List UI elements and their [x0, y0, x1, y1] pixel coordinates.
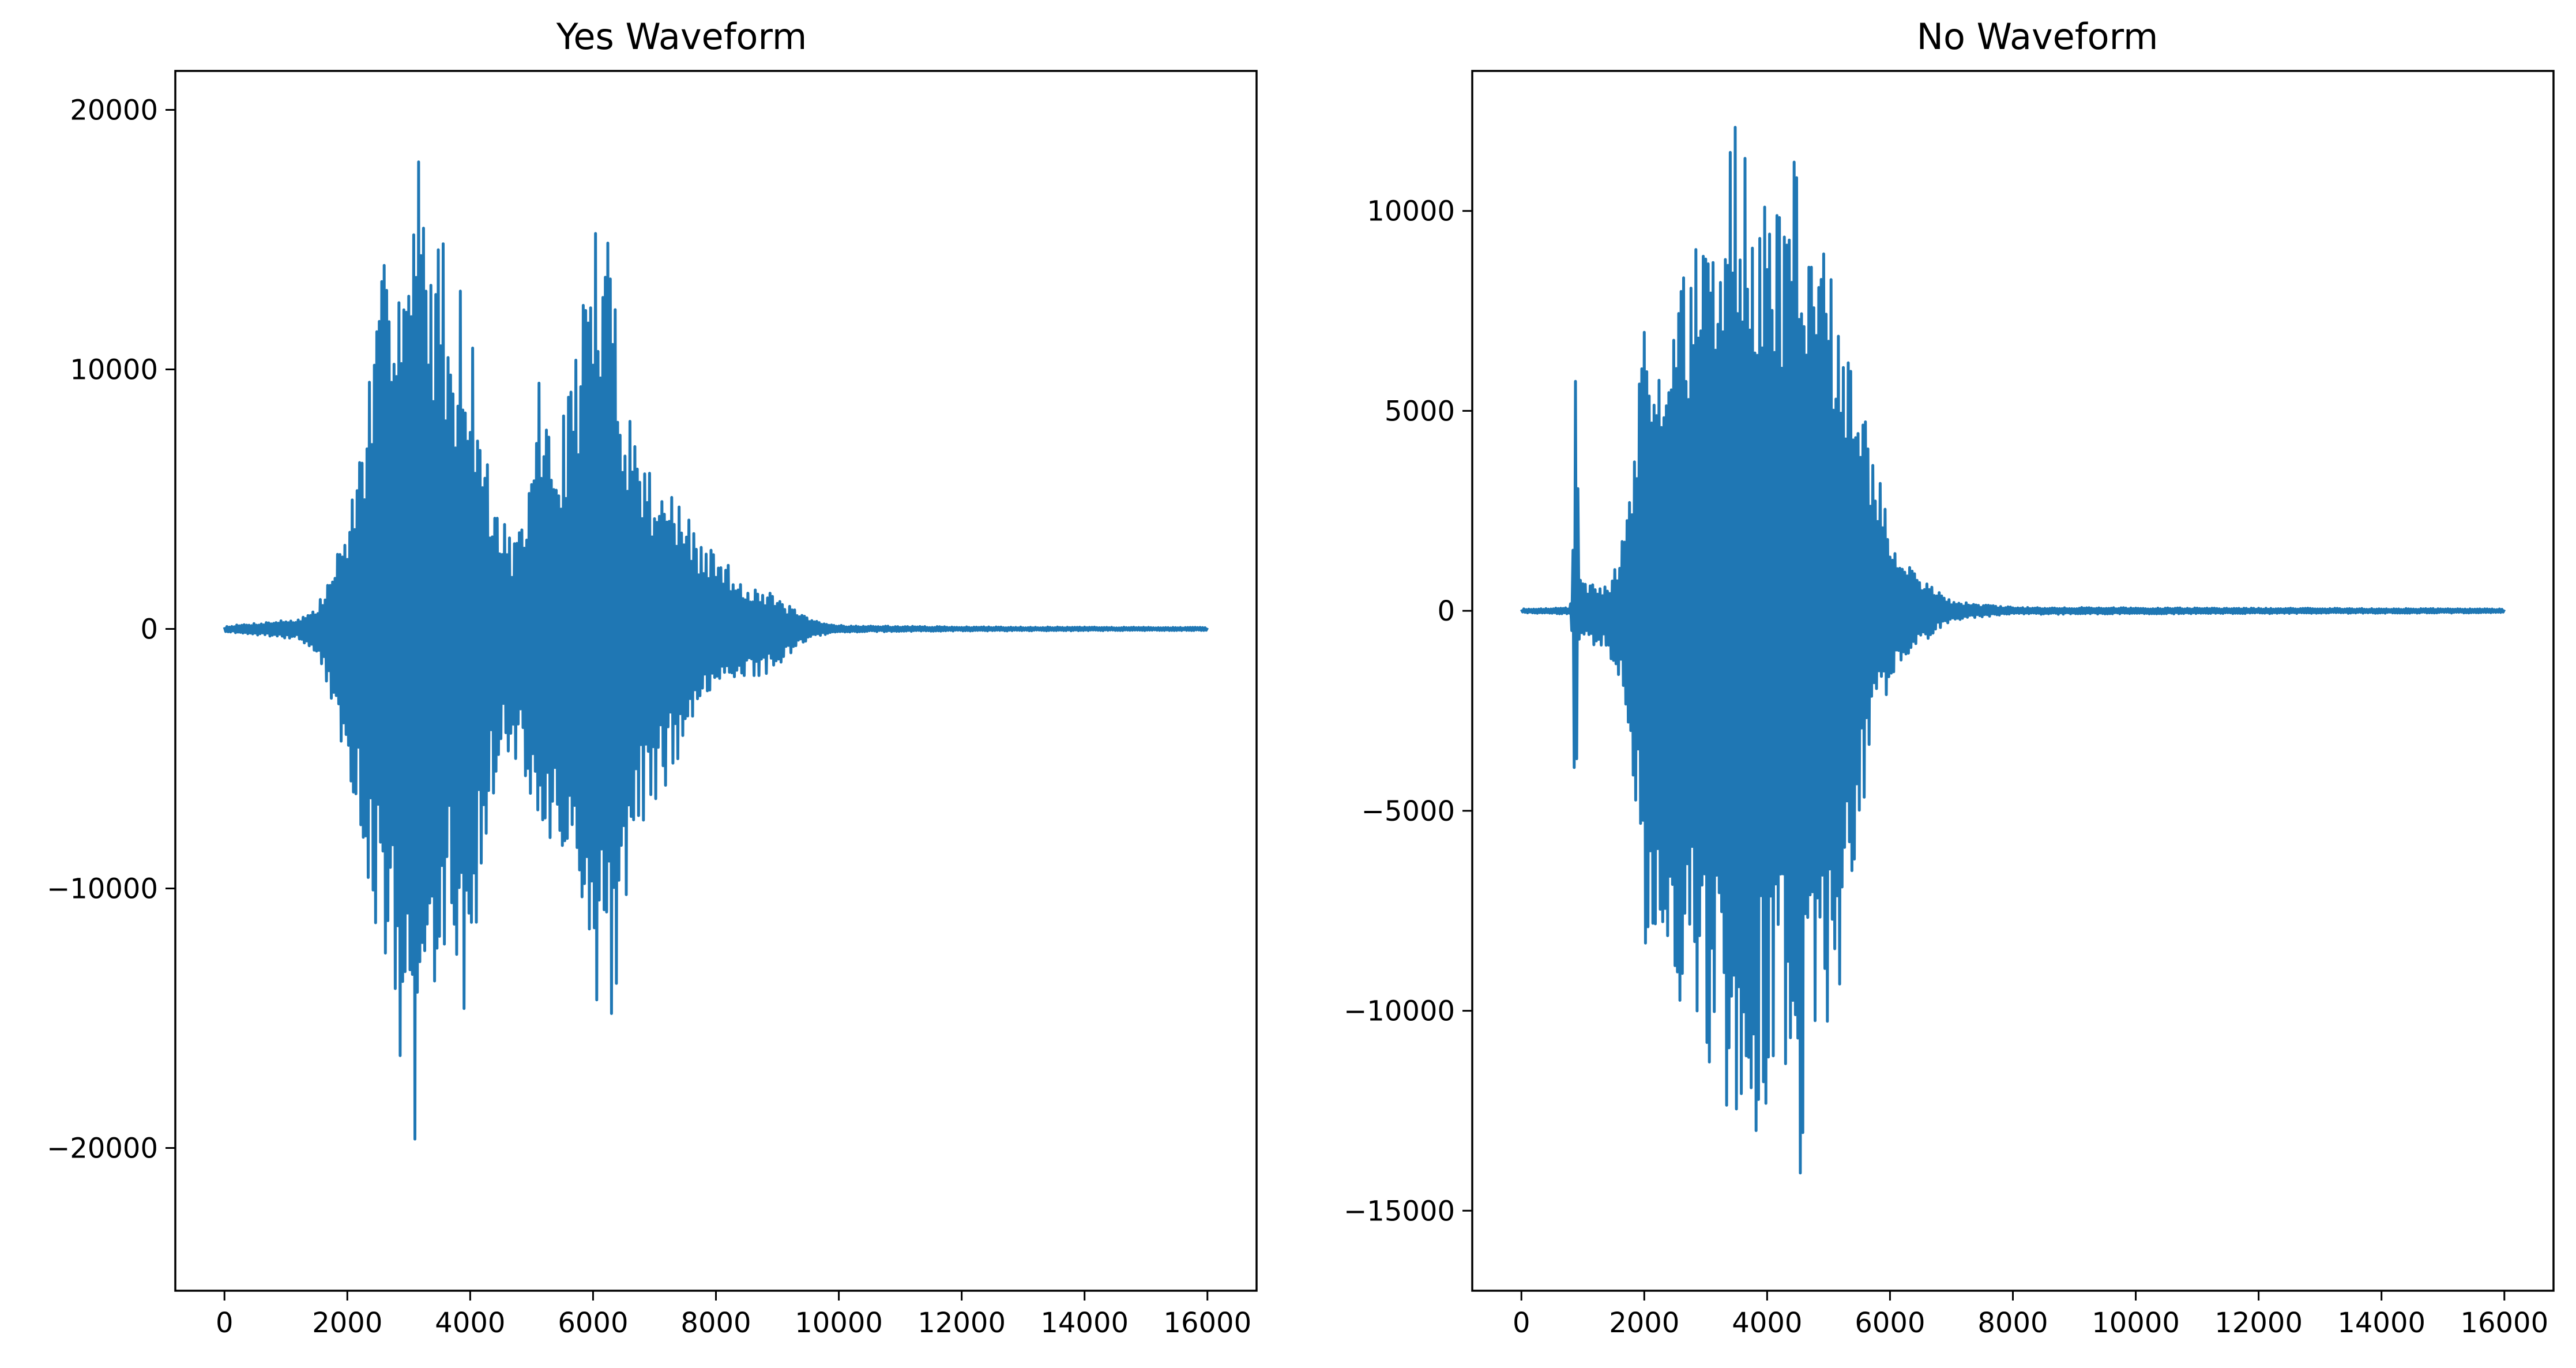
- no-waveform-y-tick-label: 0: [1437, 595, 1455, 627]
- yes-waveform-x-tick-label: 10000: [795, 1307, 883, 1339]
- yes-waveform-y-tick-label: −10000: [47, 873, 158, 905]
- no-waveform-plot: [1520, 126, 2506, 1175]
- no-waveform-x-tick-label: 8000: [1977, 1307, 2048, 1339]
- no-waveform-x-tick-label: 6000: [1855, 1307, 1925, 1339]
- no-waveform-x-tick-label: 12000: [2214, 1307, 2303, 1339]
- no-waveform-axes: 0 2000 4000 6000 8000 10000 12000 14000 16000 −15…: [1344, 196, 2548, 1339]
- yes-waveform-axes: 0 2000 4000 6000 8000 10000 12000 14000 16000 −20…: [47, 95, 1251, 1340]
- no-waveform-x-tick-label: 4000: [1732, 1307, 1802, 1339]
- no-waveform-title: No Waveform: [1917, 16, 2158, 58]
- no-waveform-y-tick-label: 10000: [1367, 196, 1455, 228]
- yes-waveform-x-tick-label: 14000: [1040, 1307, 1129, 1339]
- no-waveform-y-tick-label: −15000: [1344, 1195, 1455, 1227]
- no-waveform-y-tick-label: −10000: [1344, 995, 1455, 1028]
- yes-waveform-axes-frame: [174, 70, 1258, 1292]
- yes-waveform-y-tick-label: 0: [140, 614, 158, 646]
- yes-waveform-x-tick-label: 6000: [558, 1307, 628, 1339]
- no-waveform-x-tick-label: 10000: [2092, 1307, 2180, 1339]
- yes-waveform-x-tick-label: 4000: [435, 1307, 505, 1339]
- no-waveform-panel: No Waveform 0 2000 4000 6000 8000 10000 12000 1…: [1344, 16, 2555, 1339]
- no-waveform-x-tick-label: 0: [1513, 1307, 1530, 1339]
- no-waveform-y-tick-label: 5000: [1385, 395, 1455, 427]
- no-waveform-series-line: [1520, 126, 2506, 1175]
- yes-waveform-title: Yes Waveform: [556, 16, 807, 58]
- yes-waveform-plot: [223, 160, 1209, 1141]
- yes-waveform-x-tick-label: 2000: [312, 1307, 382, 1339]
- yes-waveform-y-tick-label: 10000: [70, 354, 158, 386]
- yes-waveform-panel: Yes Waveform 0 2000 4000 6000 8000 10000 12000…: [47, 16, 1258, 1340]
- no-waveform-axes-frame: [1471, 70, 2555, 1292]
- no-waveform-x-tick-label: 14000: [2337, 1307, 2425, 1339]
- no-waveform-x-tick-label: 2000: [1609, 1307, 1679, 1339]
- yes-waveform-x-tick-label: 0: [216, 1307, 234, 1339]
- yes-waveform-y-tick-label: −20000: [47, 1133, 158, 1165]
- yes-waveform-series-line: [223, 160, 1209, 1141]
- yes-waveform-x-tick-label: 12000: [917, 1307, 1006, 1339]
- yes-waveform-y-tick-label: 20000: [70, 95, 158, 127]
- no-waveform-x-tick-label: 16000: [2460, 1307, 2548, 1339]
- no-waveform-y-tick-label: −5000: [1362, 795, 1455, 828]
- yes-waveform-x-tick-label: 16000: [1163, 1307, 1251, 1339]
- yes-waveform-x-tick-label: 8000: [680, 1307, 751, 1339]
